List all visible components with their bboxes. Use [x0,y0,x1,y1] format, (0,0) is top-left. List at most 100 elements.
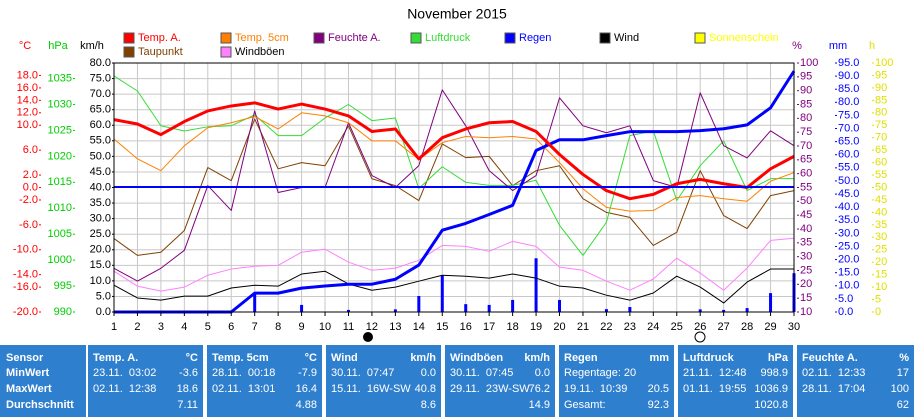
cell-text: 15.11. 16W-SW [331,383,411,395]
x-tick-label: 26 [694,321,706,333]
rain-bar [346,309,350,312]
axis-label: km/h [80,40,104,52]
y-tick-label: 75 [875,119,887,131]
rain-bar [300,304,304,312]
cell-text: Regentage: 20 [564,367,637,379]
x-tick-label: 28 [741,321,753,333]
column-header: Temp. 5cm [212,352,269,364]
x-tick-label: 15 [436,321,448,333]
y-tick-label: 50 [800,195,812,207]
y-tick-label: 35 [875,219,887,231]
y-tick-label: 65 [875,144,887,156]
cell-text: 02.11. 13:01 [212,383,276,395]
column-header: Windböen [450,352,504,364]
x-tick-label: 20 [553,321,565,333]
y-tick-label: 14.0 [17,94,38,106]
full-moon-icon [694,331,706,343]
x-tick-label: 22 [600,321,612,333]
legend-swatch [504,32,516,44]
y-tick-label: 15 [800,292,812,304]
row-label: Durchschnitt [6,399,74,411]
y-tick-label: 1035 [48,72,72,84]
rain-bar [769,293,773,312]
column-header: Temp. A. [93,352,139,364]
y-tick-label: 90 [875,82,887,94]
rain-bar [393,309,397,312]
y-tick-label: 40 [800,223,812,235]
cell-value: 14.9 [528,399,550,411]
y-tick-label: 70.0 [838,122,859,134]
y-tick-label: 45.0 [90,166,111,178]
cell-text: 21.11. 12:48 [683,367,747,379]
y-tick-label: 40 [875,206,887,218]
column-header: Wind [331,352,358,364]
table-column: Temp. 5cm °C 28.11. 00:18 -7.9 02.11. 13:01 1… [207,345,322,417]
y-tick-label: 30.0 [838,227,859,239]
x-tick-label: 16 [460,321,472,333]
cell-text: Gesamt: [564,399,606,411]
y-tick-label: 1010 [48,202,72,214]
axis-label: hPa [48,40,68,52]
x-tick-label: 9 [299,321,305,333]
legend-swatch [599,32,611,44]
y-tick-label: 70 [800,140,812,152]
y-tick-label: 15.0 [838,267,859,279]
y-tick-label: 10 [800,306,812,318]
x-tick-label: 5 [205,321,211,333]
y-tick-label: 40.0 [838,201,859,213]
y-tick-label: 35.0 [90,197,111,209]
y-tick-label: -20.0 [13,306,38,318]
cell-value: 8.6 [420,399,436,411]
table-header: Sensor [6,352,44,364]
cell-text: 19.11. 10:39 [564,383,628,395]
table-column: Wind km/h 30.11. 07:47 0.0 15.11. 16W-SW 40.8… [326,345,441,417]
y-tick-label: 0.0 [838,306,853,318]
y-tick-label: 45 [800,209,812,221]
y-tick-label: 5.0 [838,293,853,305]
y-tick-label: 50.0 [838,175,859,187]
legend-label: Regen [519,32,551,44]
legend-label: Sonnenschein [709,32,779,44]
series-line [113,268,794,304]
x-tick-label: 2 [134,321,140,333]
x-tick-label: 18 [506,321,518,333]
legend-swatch [220,32,232,44]
stats-table: Sensor MinWert MaxWert Durchschnitt Temp. A.… [0,345,914,417]
y-tick-label: 995 [54,280,72,292]
y-tick-label: 1015 [48,176,72,188]
y-tick-label: 25.0 [838,240,859,252]
y-tick-label: 30.0 [90,213,111,225]
table-column: Luftdruck hPa 21.11. 12:48 998.9 01.11. 19:5… [678,345,793,417]
column-unit: °C [185,352,198,364]
x-tick-label: 10 [319,321,331,333]
legend-label: Temp. A. [138,32,181,44]
y-tick-label: 25.0 [90,228,111,240]
y-tick-label: -2.0 [19,194,38,206]
table-column: Temp. A. °C 23.11. 03:02 -3.6 02.11. 12:38 18… [88,345,203,417]
cell-text: 30.11. 07:45 [450,367,514,379]
y-tick-label: 60.0 [838,149,859,161]
legend-swatch [694,32,706,44]
cell-text: 29.11. 23W-SW [450,383,530,395]
y-tick-label: 65.0 [90,104,111,116]
cell-value: 20.5 [647,383,669,395]
y-tick-label: 55.0 [838,162,859,174]
x-tick-label: 27 [718,321,730,333]
y-tick-label: 60 [875,157,887,169]
rain-bar [604,309,608,312]
table-column: Feuchte A.% 02.11. 12:33 17 28.11. 17:04 100… [797,345,914,417]
y-tick-label: 12.0 [17,107,38,119]
series-line [113,75,794,256]
cell-value: 1020.8 [754,399,788,411]
y-tick-label: 1005 [48,228,72,240]
y-tick-label: 990 [54,306,72,318]
series-line [113,89,795,282]
y-tick-label: 65.0 [838,136,859,148]
table-column: Regen mm Regentage: 20 19.11. 10:39 20.5 Gesa… [559,345,674,417]
rain-bar [417,296,421,312]
cell-value: 40.8 [414,383,436,395]
y-tick-label: 80.0 [90,57,111,69]
y-tick-label: 20.0 [838,253,859,265]
legend-label: Temp. 5cm [235,32,289,44]
y-tick-label: 85 [875,94,887,106]
